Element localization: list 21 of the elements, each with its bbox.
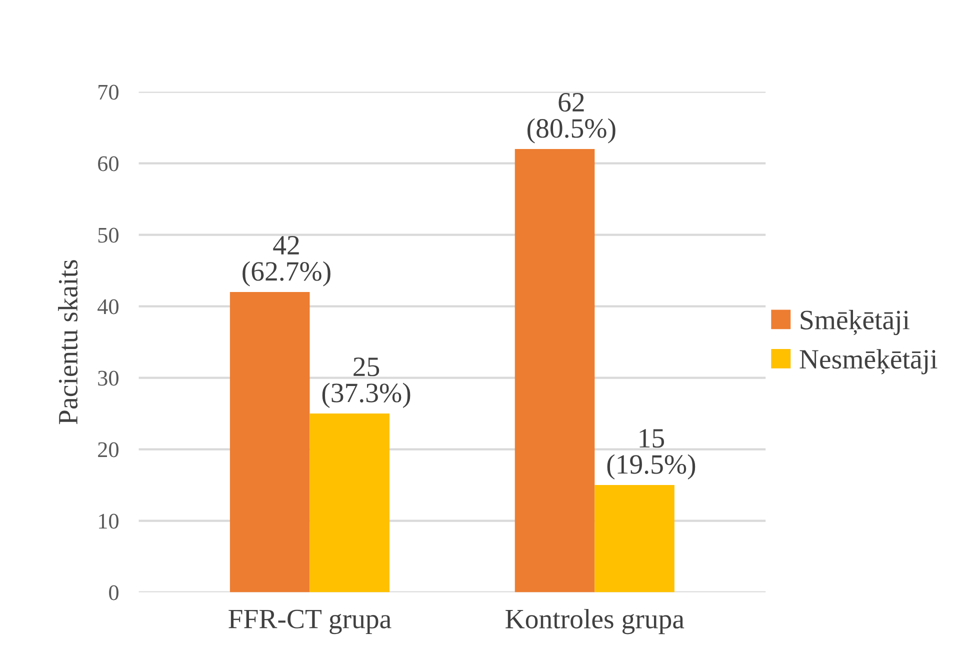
x-tick-label: FFR-CT grupa <box>228 610 392 634</box>
data-label: 15 (19.5%) <box>607 429 696 480</box>
y-axis-title: Pacientu skaits <box>58 260 78 424</box>
data-label: 62 (80.5%) <box>528 92 616 144</box>
y-tick-label: 70 <box>98 84 118 100</box>
data-label: 25 (37.3%) <box>322 358 410 408</box>
legend-label: Smēķētāji <box>800 310 910 336</box>
bar <box>594 485 674 592</box>
bar <box>230 292 310 592</box>
y-tick-label: 20 <box>98 442 118 458</box>
bar <box>514 148 595 592</box>
y-tick-label: 10 <box>99 514 118 529</box>
y-tick-label: 40 <box>98 299 118 314</box>
y-tick-label: 60 <box>98 156 118 172</box>
x-tick-label: Kontroles grupa <box>506 608 684 634</box>
y-tick-label: 50 <box>98 228 118 243</box>
data-label: 42 (62.7%) <box>242 236 330 286</box>
y-tick-label: 30 <box>98 370 118 386</box>
y-tick-label: 0 <box>109 585 118 600</box>
legend-label: Nesmēķētāji <box>800 349 938 374</box>
bar <box>310 414 390 592</box>
